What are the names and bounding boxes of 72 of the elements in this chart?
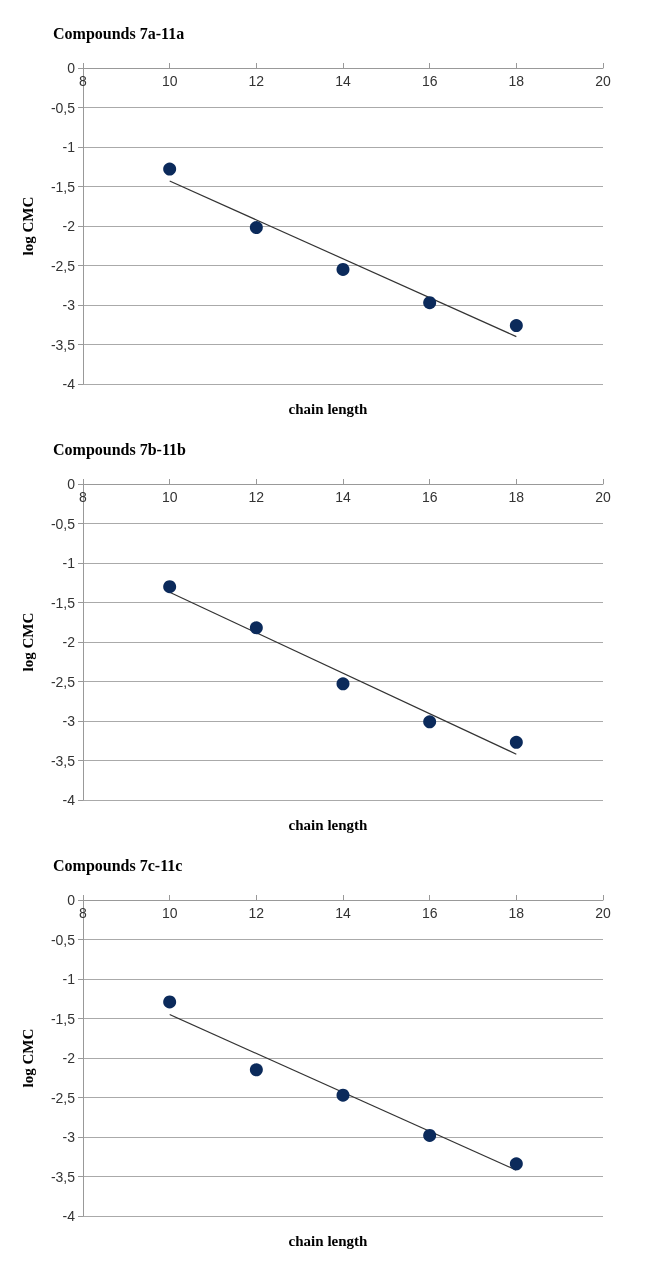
y-tick-label: -1 [62,555,76,571]
x-tick-label: 12 [248,905,265,921]
y-axis-title: log CMC [19,1028,36,1088]
x-axis-title: chain length [288,1232,369,1249]
y-tick-label: -1 [62,139,76,155]
x-tick-label: 10 [161,73,178,89]
x-axis-title: chain length [288,400,369,417]
y-tick-label: -2,5 [50,673,76,690]
x-tick-label: 14 [335,905,351,921]
y-axis-title: log CMC [19,612,36,672]
y-tick-label: 0 [67,60,76,76]
y-tick-label: -0,5 [50,515,76,532]
y-tick-label: -0,5 [50,99,76,116]
y-tick-label: -1 [62,971,76,987]
y-tick-label: -2,5 [50,257,76,274]
y-tick-label: -3,5 [50,752,76,769]
point [423,296,437,310]
point [249,1063,263,1077]
y-tick-label: -3 [62,713,76,729]
point [336,262,350,276]
point [336,1088,350,1102]
y-tick-label: -2 [62,634,76,650]
x-tick-label: 12 [248,489,265,505]
x-axis-title: chain length [288,816,369,833]
y-tick-label: -3,5 [50,1168,76,1185]
x-tick-label: 14 [335,73,351,89]
y-tick-label: -0,5 [50,931,76,948]
chart-title: Compounds 7b-11b [53,440,187,459]
x-tick-label: 8 [79,73,88,89]
x-tick-label: 18 [508,73,525,89]
x-tick-label: 10 [161,905,178,921]
x-tick-label: 8 [79,905,88,921]
point [163,162,177,176]
point [163,995,177,1009]
y-tick-label: -1,5 [50,1010,76,1027]
y-tick-label: -3,5 [50,336,76,353]
y-tick-label: -2 [62,1050,76,1066]
y-tick-label: -1,5 [50,594,76,611]
x-tick-label: 16 [421,73,438,89]
y-tick-label: -4 [62,1208,76,1224]
point [249,221,263,235]
point [423,1128,437,1142]
point [509,319,523,333]
point [249,621,263,635]
x-tick-label: 8 [79,489,88,505]
y-tick-label: -3 [62,1129,76,1145]
x-tick-label: 18 [508,905,525,921]
chart-title: Compounds 7c-11c [53,856,183,875]
y-tick-label: -2 [62,218,76,234]
x-tick-label: 14 [335,489,351,505]
chart-title: Compounds 7a-11a [53,24,185,43]
x-tick-label: 16 [421,905,438,921]
point [509,1157,523,1171]
y-tick-label: -4 [62,376,76,392]
x-tick-label: 20 [595,73,611,89]
point [163,580,177,594]
y-tick-label: -1,5 [50,178,76,195]
y-tick-label: -4 [62,792,76,808]
point [423,715,437,729]
y-tick-label: 0 [67,476,76,492]
point [336,677,350,691]
point [509,735,523,749]
x-tick-label: 20 [595,489,611,505]
y-tick-label: 0 [67,892,76,908]
y-tick-label: -3 [62,297,76,313]
x-tick-label: 10 [161,489,178,505]
x-tick-label: 16 [421,489,438,505]
y-tick-label: -2,5 [50,1089,76,1106]
x-tick-label: 12 [248,73,265,89]
y-axis-title: log CMC [19,196,36,256]
x-tick-label: 20 [595,905,611,921]
x-tick-label: 18 [508,489,525,505]
